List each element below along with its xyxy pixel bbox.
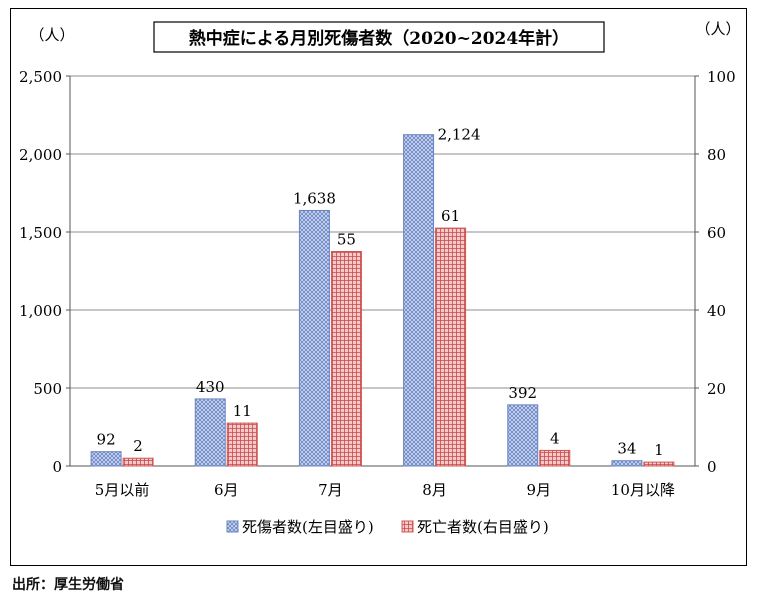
bar-deaths — [643, 461, 675, 467]
right-tick-label: 80 — [707, 146, 726, 164]
data-label-deaths: 55 — [337, 231, 356, 249]
data-label-deaths: 11 — [233, 402, 252, 420]
bar-injured — [507, 404, 539, 467]
left-tick-label: 0 — [52, 458, 62, 476]
left-axis-unit: （人） — [29, 26, 74, 44]
right-tick-label: 0 — [707, 458, 717, 476]
bar-injured — [298, 209, 330, 467]
bar-injured — [90, 451, 122, 467]
chart-title: 熱中症による月別死傷者数（2020~2024年計） — [189, 28, 569, 49]
bar-injured — [194, 398, 226, 467]
left-tick-label: 2,000 — [19, 146, 62, 164]
bar-injured — [611, 460, 643, 467]
x-tick-label: 8月 — [422, 481, 447, 499]
data-label-injured: 430 — [196, 378, 225, 396]
right-axis-unit: （人） — [695, 20, 740, 38]
x-tick-label: 9月 — [526, 481, 551, 499]
right-tick-label: 40 — [707, 302, 726, 320]
legend-swatch-deaths — [401, 520, 414, 533]
chart-frame — [10, 8, 747, 566]
bar-deaths — [435, 227, 467, 467]
data-label-injured: 2,124 — [438, 126, 481, 144]
left-tick-label: 500 — [33, 380, 62, 398]
data-label-deaths: 2 — [133, 437, 143, 455]
data-label-deaths: 4 — [550, 429, 560, 447]
legend-swatch-injured — [226, 520, 239, 533]
left-tick-label: 1,500 — [19, 224, 62, 242]
legend-label-deaths: 死亡者数(右目盛り) — [417, 518, 549, 536]
data-label-injured: 92 — [97, 431, 116, 449]
bar-deaths — [330, 251, 362, 467]
data-label-injured: 34 — [617, 440, 636, 458]
x-tick-label: 6月 — [214, 481, 239, 499]
bar-deaths — [539, 449, 571, 467]
title-box — [153, 21, 605, 53]
x-tick-label: 10月以降 — [611, 481, 675, 499]
data-label-injured: 392 — [508, 384, 537, 402]
x-tick-label: 7月 — [318, 481, 343, 499]
data-label-injured: 1,638 — [293, 189, 336, 207]
source-note: 出所：厚生労働省 — [12, 577, 124, 593]
bar-deaths — [226, 422, 258, 467]
left-tick-label: 2,500 — [19, 68, 62, 86]
data-label-deaths: 1 — [654, 441, 664, 459]
legend-label-injured: 死傷者数(左目盛り) — [242, 518, 374, 536]
bar-injured — [403, 134, 435, 467]
x-tick-label: 5月以前 — [95, 481, 150, 499]
bar-deaths — [122, 457, 154, 467]
left-tick-label: 1,000 — [19, 302, 62, 320]
right-tick-label: 60 — [707, 224, 726, 242]
right-tick-label: 20 — [707, 380, 726, 398]
right-tick-label: 100 — [707, 68, 736, 86]
data-label-deaths: 61 — [441, 207, 460, 225]
